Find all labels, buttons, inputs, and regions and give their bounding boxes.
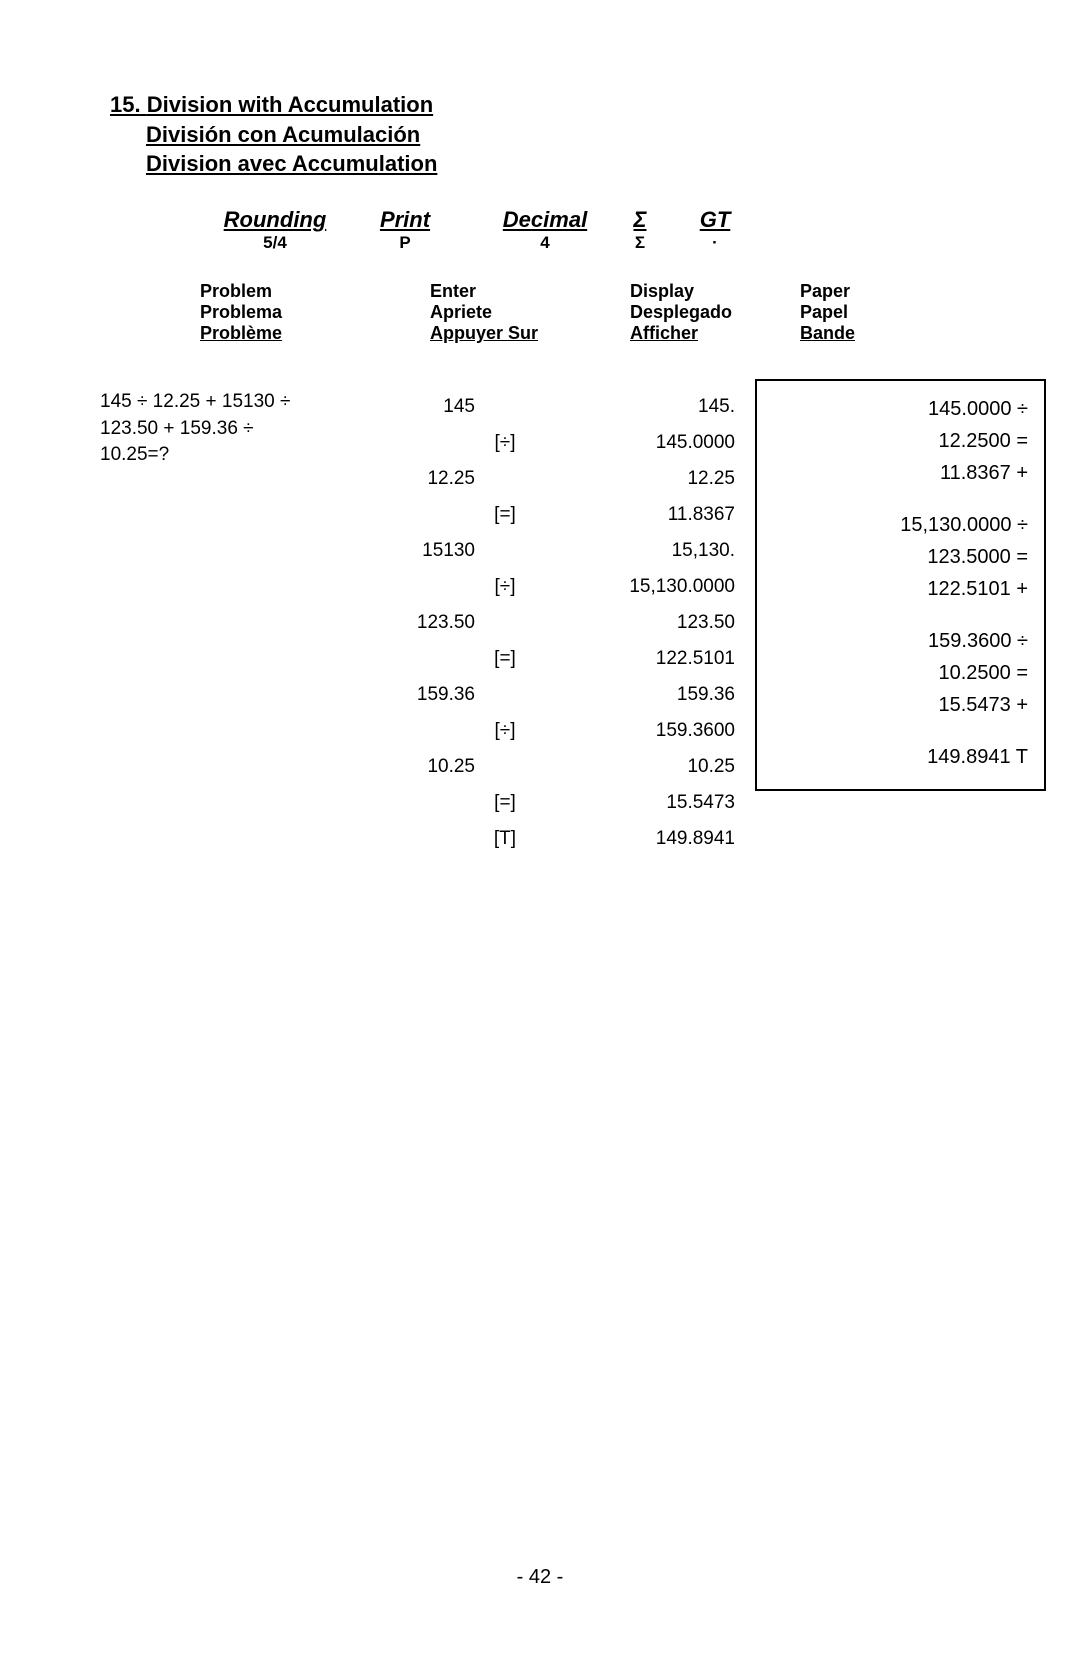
paper-line: 11.8367 +	[773, 457, 1028, 489]
key-press: [÷]	[480, 569, 530, 605]
key-press: [÷]	[480, 713, 530, 749]
enter-value	[365, 785, 475, 821]
setting-decimal-value: 4	[490, 233, 600, 253]
key-press: [=]	[480, 497, 530, 533]
display-value: 12.25	[540, 461, 735, 497]
hdr-enter-fr: Appuyer Sur	[430, 323, 538, 343]
display-value: 10.25	[540, 749, 735, 785]
enter-value	[365, 641, 475, 677]
display-value: 159.3600	[540, 713, 735, 749]
hdr-problem-en: Problem	[200, 281, 272, 301]
hdr-paper-es: Papel	[800, 302, 848, 322]
key-press	[480, 389, 530, 425]
hdr-enter-es: Apriete	[430, 302, 492, 322]
setting-rounding-value: 5/4	[210, 233, 340, 253]
enter-column: 145 12.25 15130 123.50 159.36 10.25	[365, 389, 475, 857]
setting-sigma-value: Σ	[620, 233, 660, 253]
display-column: 145.145.000012.2511.836715,130.15,130.00…	[540, 389, 735, 857]
paper-tape: 145.0000 ÷12.2500 =11.8367 + 15,130.0000 …	[755, 379, 1046, 791]
key-press	[480, 533, 530, 569]
display-value: 122.5101	[540, 641, 735, 677]
hdr-paper-fr: Bande	[800, 323, 855, 343]
key-press	[480, 605, 530, 641]
setting-gt-label: GT	[690, 207, 740, 233]
title-es: División con Acumulación	[146, 122, 420, 147]
title-number: 15.	[110, 92, 141, 117]
setting-sigma-label: Σ	[620, 207, 660, 233]
enter-value	[365, 569, 475, 605]
enter-value: 145	[365, 389, 475, 425]
paper-line: 145.0000 ÷	[773, 393, 1028, 425]
key-press	[480, 677, 530, 713]
hdr-problem-fr: Problème	[200, 323, 282, 343]
key-press	[480, 749, 530, 785]
section-title: 15. Division with Accumulation División …	[110, 90, 1000, 179]
display-value: 145.	[540, 389, 735, 425]
hdr-display-en: Display	[630, 281, 694, 301]
setting-rounding-label: Rounding	[210, 207, 340, 233]
problem-text: 145 ÷ 12.25 + 15130 ÷ 123.50 + 159.36 ÷ …	[100, 389, 310, 469]
hdr-enter-en: Enter	[430, 281, 476, 301]
display-value: 15,130.	[540, 533, 735, 569]
paper-line: 159.3600 ÷	[773, 625, 1028, 657]
paper-line: 10.2500 =	[773, 657, 1028, 689]
problem-line2: 123.50 + 159.36 ÷	[100, 418, 254, 439]
paper-line: 122.5101 +	[773, 573, 1028, 605]
hdr-paper-en: Paper	[800, 281, 850, 301]
paper-line: 123.5000 =	[773, 541, 1028, 573]
problem-line3: 10.25=?	[100, 444, 169, 465]
key-press: [÷]	[480, 425, 530, 461]
title-en: Division with Accumulation	[147, 92, 433, 117]
setting-gt-value: ·	[690, 233, 740, 253]
enter-value	[365, 425, 475, 461]
paper-line	[773, 721, 1028, 741]
enter-value	[365, 497, 475, 533]
enter-value: 159.36	[365, 677, 475, 713]
paper-line	[773, 489, 1028, 509]
enter-value	[365, 821, 475, 857]
key-press: [T]	[480, 821, 530, 857]
key-press: [=]	[480, 785, 530, 821]
settings-row: Rounding Print Decimal Σ GT 5/4 P 4 Σ ·	[210, 207, 1000, 253]
key-column: [÷][=][÷][=][÷][=][T]	[480, 389, 530, 857]
paper-line: 149.8941 T	[773, 741, 1028, 773]
paper-line	[773, 605, 1028, 625]
enter-value: 123.50	[365, 605, 475, 641]
display-value: 15.5473	[540, 785, 735, 821]
setting-decimal-label: Decimal	[490, 207, 600, 233]
hdr-display-fr: Afficher	[630, 323, 698, 343]
paper-line: 15.5473 +	[773, 689, 1028, 721]
paper-line: 15,130.0000 ÷	[773, 509, 1028, 541]
enter-value	[365, 713, 475, 749]
display-value: 149.8941	[540, 821, 735, 857]
display-value: 159.36	[540, 677, 735, 713]
key-press	[480, 461, 530, 497]
hdr-problem-es: Problema	[200, 302, 282, 322]
setting-print-label: Print	[370, 207, 440, 233]
display-value: 15,130.0000	[540, 569, 735, 605]
title-fr: Division avec Accumulation	[146, 151, 437, 176]
problem-line1: 145 ÷ 12.25 + 15130 ÷	[100, 391, 290, 412]
key-press: [=]	[480, 641, 530, 677]
enter-value: 12.25	[365, 461, 475, 497]
enter-value: 15130	[365, 533, 475, 569]
hdr-display-es: Desplegado	[630, 302, 732, 322]
enter-value: 10.25	[365, 749, 475, 785]
display-value: 11.8367	[540, 497, 735, 533]
column-headers: Problem Problema Problème Enter Apriete …	[100, 281, 1000, 357]
page-number: - 42 -	[0, 1566, 1080, 1589]
display-value: 123.50	[540, 605, 735, 641]
setting-print-value: P	[370, 233, 440, 253]
paper-line: 12.2500 =	[773, 425, 1028, 457]
display-value: 145.0000	[540, 425, 735, 461]
